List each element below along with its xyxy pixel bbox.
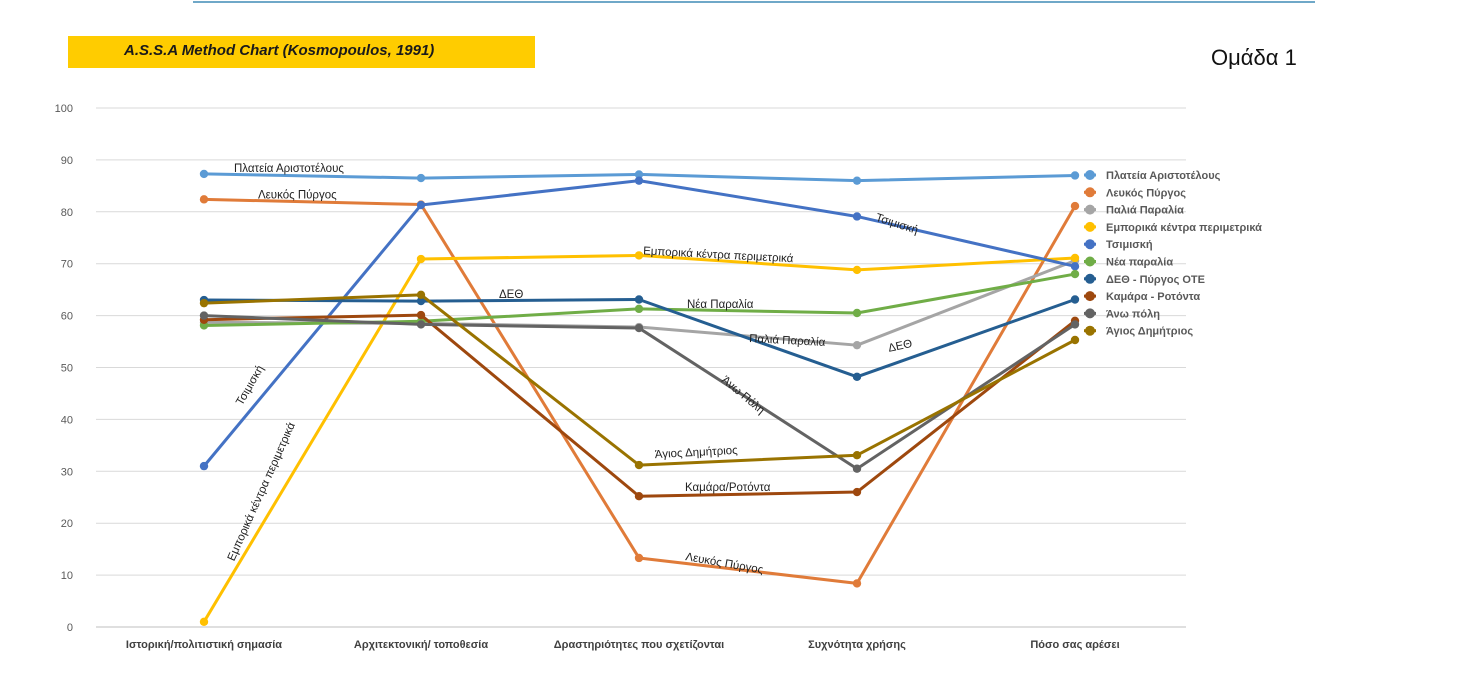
data-point	[852, 176, 862, 185]
data-point	[199, 617, 209, 627]
data-point	[852, 579, 862, 588]
series-annotation: Λευκός Πύργος	[258, 189, 337, 201]
data-point	[634, 170, 644, 179]
legend-marker	[1085, 221, 1095, 232]
data-point	[852, 464, 862, 473]
series-annotation: ΔΕΘ	[499, 289, 523, 301]
data-point	[852, 265, 862, 275]
data-point	[852, 487, 862, 497]
legend-marker	[1085, 325, 1095, 336]
x-tick-label: Ιστορική/πολιτιστική σημασία	[126, 639, 282, 651]
legend-marker	[1085, 256, 1095, 267]
data-point	[634, 492, 644, 501]
series-annotation: ΔΕΘ	[887, 338, 913, 355]
series-annotation: Εμπορικά κέντρα περιμετρικά	[643, 245, 794, 265]
data-point	[852, 212, 862, 221]
data-point	[416, 254, 426, 264]
series-line	[203, 314, 1076, 471]
legend-label: Νέα παραλία	[1106, 257, 1173, 269]
legend-marker	[1085, 273, 1095, 284]
y-tick-label: 50	[61, 363, 73, 375]
data-point	[1070, 269, 1080, 279]
x-tick-label: Δραστηριότητες που σχετίζονται	[554, 639, 724, 651]
data-point	[199, 195, 209, 204]
series-annotation: Άνω Πόλη	[719, 374, 767, 417]
data-point	[416, 310, 426, 320]
y-tick-label: 10	[61, 570, 73, 582]
legend-label: Παλιά Παραλία	[1106, 205, 1184, 217]
series-annotation: Πλατεία Αριστοτέλους	[234, 163, 344, 175]
data-point	[634, 323, 644, 333]
legend-marker	[1085, 291, 1095, 302]
data-point	[416, 200, 426, 210]
legend-label: Τσιμισκή	[1106, 239, 1153, 251]
data-point	[634, 295, 644, 304]
y-tick-label: 20	[61, 518, 73, 530]
data-point	[852, 340, 862, 350]
data-point	[1070, 171, 1080, 180]
chart-title: A.S.S.A Method Chart (Kosmopoulos, 1991)	[124, 42, 435, 59]
y-tick-label: 60	[61, 311, 73, 323]
legend-label: Άγιος Δημήτριος	[1106, 326, 1193, 338]
data-point	[199, 169, 209, 179]
data-point	[852, 372, 862, 382]
y-tick-label: 30	[61, 466, 73, 478]
series-annotation: Άγιος Δημήτριος	[655, 445, 739, 461]
data-point	[416, 296, 426, 306]
series-annotation: Τσιμισκή	[874, 212, 919, 237]
chart-title-banner: A.S.S.A Method Chart (Kosmopoulos, 1991)	[68, 36, 535, 68]
legend-label: Άνω πόλη	[1106, 308, 1160, 320]
data-point	[634, 553, 644, 563]
y-tick-label: 40	[61, 414, 73, 426]
data-point	[199, 311, 209, 320]
legend-label: ΔΕΘ - Πύργος ΟΤΕ	[1106, 274, 1205, 286]
data-point	[1070, 335, 1080, 345]
x-tick-label: Αρχιτεκτονική/ τοποθεσία	[354, 639, 488, 651]
y-tick-label: 100	[55, 103, 73, 115]
group-label: Ομάδα 1	[1211, 45, 1297, 70]
data-point	[199, 298, 209, 308]
data-point	[416, 173, 426, 183]
data-point	[852, 308, 862, 318]
series-annotation: Νέα Παραλία	[687, 299, 754, 311]
data-point	[199, 461, 209, 471]
legend-label: Λευκός Πύργος	[1106, 187, 1186, 199]
data-point	[1070, 295, 1080, 304]
data-point	[852, 451, 862, 460]
legend-label: Καμάρα - Ροτόντα	[1106, 291, 1200, 303]
series-annotation: Καμάρα/Ροτόντα	[685, 482, 771, 494]
data-point	[1070, 253, 1080, 263]
legend-marker	[1085, 308, 1095, 319]
top-rule	[193, 1, 1315, 3]
series-annotation: Λευκός Πύργος	[684, 551, 764, 577]
data-point	[1070, 201, 1080, 211]
y-tick-label: 80	[61, 207, 73, 219]
data-point	[634, 304, 644, 314]
data-point	[634, 251, 644, 260]
legend-marker	[1085, 170, 1095, 180]
legend-marker	[1085, 204, 1095, 215]
y-tick-label: 90	[61, 155, 73, 167]
legend-label: Πλατεία Αριστοτέλους	[1106, 170, 1221, 182]
data-point	[634, 460, 644, 470]
data-point	[634, 176, 644, 185]
legend-marker	[1085, 187, 1095, 198]
data-point	[1070, 262, 1080, 271]
y-tick-label: 0	[67, 622, 73, 634]
data-point	[416, 290, 426, 300]
legend-label: Εμπορικά κέντρα περιμετρικά	[1106, 222, 1262, 234]
series-annotation: Τσιμισκή	[234, 364, 266, 408]
data-point	[416, 320, 426, 329]
series-annotation: Εμπορικά κέντρα περιμετρικά	[226, 420, 298, 563]
y-tick-label: 70	[61, 259, 73, 271]
data-point	[1070, 320, 1080, 329]
series-annotation: Παλιά Παραλία	[749, 333, 826, 349]
x-tick-label: Πόσο σας αρέσει	[1030, 639, 1119, 651]
legend-marker	[1085, 239, 1095, 250]
x-tick-label: Συχνότητα χρήσης	[808, 639, 906, 651]
